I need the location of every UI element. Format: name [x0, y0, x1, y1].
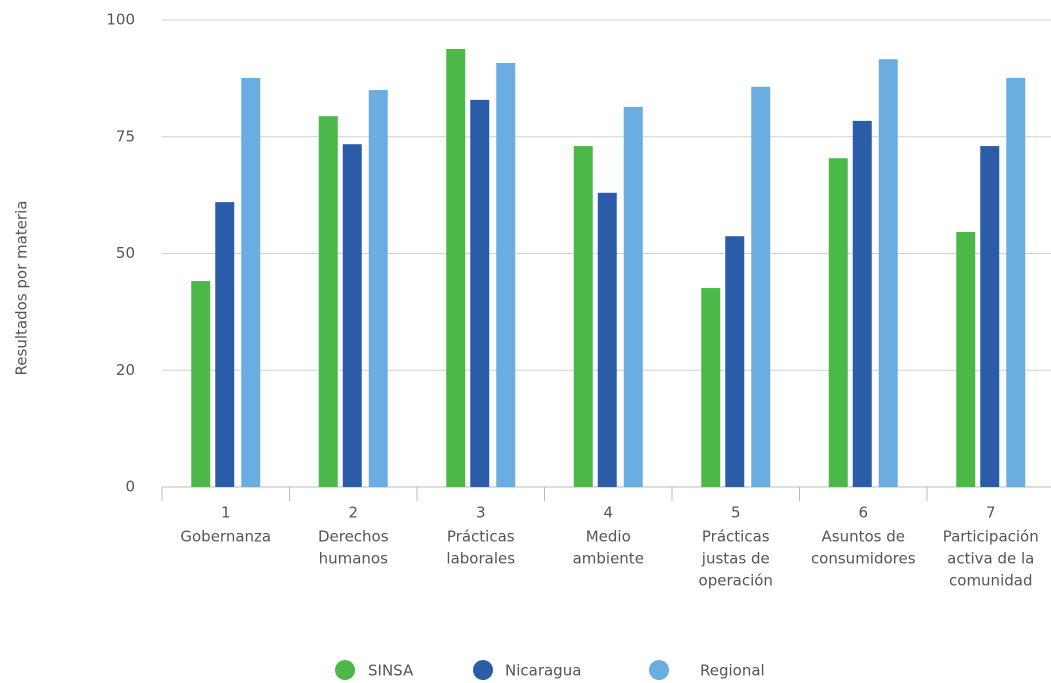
x-category-name: Gobernanza: [180, 528, 271, 546]
x-category-name: laborales: [446, 550, 515, 568]
legend-marker: [473, 660, 493, 680]
y-tick-label: 75: [116, 127, 135, 145]
bar: [446, 48, 466, 487]
x-category-name: Asuntos de: [822, 528, 905, 546]
bar: [368, 90, 388, 488]
legend-label: SINSA: [368, 662, 414, 680]
bar: [470, 99, 490, 488]
x-category-name: Medio: [586, 528, 631, 546]
legend-label: Nicaragua: [505, 662, 581, 680]
x-category-name: Participación: [943, 528, 1039, 546]
bar: [191, 281, 211, 487]
y-tick-label: 50: [116, 244, 135, 262]
bar: [342, 144, 362, 488]
x-tick-label: 2: [348, 504, 358, 522]
legend-marker: [335, 660, 355, 680]
bar: [597, 192, 617, 488]
x-category-name: consumidores: [811, 550, 916, 568]
legend-marker: [649, 660, 669, 680]
x-tick-label: 4: [603, 504, 613, 522]
bar: [828, 158, 848, 487]
x-category-name: operación: [699, 572, 773, 590]
bar: [852, 120, 872, 487]
bar: [701, 288, 721, 487]
x-tick-label: 5: [731, 504, 741, 522]
bar: [573, 146, 593, 487]
bar: [956, 232, 976, 487]
bar: [878, 59, 898, 488]
x-category-name: ambiente: [573, 550, 644, 568]
x-category-name: humanos: [319, 550, 389, 568]
bar: [725, 236, 745, 487]
bar: [623, 106, 643, 487]
bar: [496, 62, 516, 488]
bar: [1006, 77, 1026, 488]
x-category-name: Derechos: [318, 528, 389, 546]
x-tick-label: 6: [858, 504, 868, 522]
bar: [318, 116, 338, 488]
y-tick-label: 20: [116, 361, 135, 379]
y-axis-label: Resultados por materia: [13, 201, 31, 376]
bar: [215, 202, 235, 487]
x-category-name: comunidad: [949, 572, 1032, 590]
x-tick-label: 3: [476, 504, 486, 522]
bar: [241, 77, 261, 488]
bar: [980, 146, 1000, 487]
y-tick-label: 0: [125, 478, 135, 496]
x-tick-label: 1: [221, 504, 231, 522]
y-tick-label: 100: [106, 11, 135, 29]
legend-label: Regional: [700, 662, 765, 680]
x-tick-label: 7: [986, 504, 996, 522]
x-category-name: Prácticas: [447, 528, 515, 546]
x-category-name: activa de la: [947, 550, 1034, 568]
bar: [751, 86, 771, 487]
x-category-name: Prácticas: [702, 528, 770, 546]
x-category-name: justas de: [701, 550, 770, 568]
